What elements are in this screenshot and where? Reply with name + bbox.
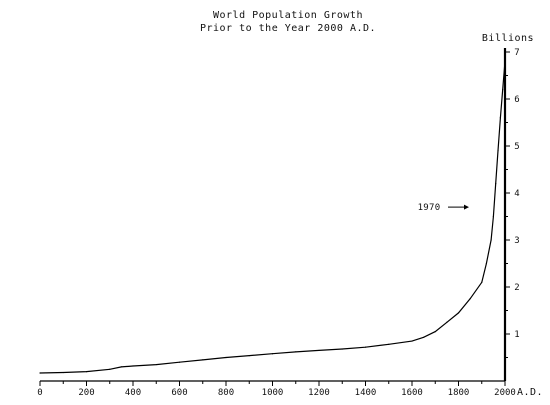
y-tick-label: 5 — [514, 142, 519, 152]
annotation-label: 1970 — [418, 203, 441, 213]
data-point — [295, 351, 297, 353]
data-point — [469, 298, 471, 300]
y-tick-label: 6 — [514, 95, 519, 105]
series-layer — [39, 60, 506, 374]
y-tick-label: 7 — [514, 48, 519, 58]
data-point — [109, 368, 111, 370]
data-point — [364, 346, 367, 348]
data-point — [62, 371, 64, 374]
data-point — [388, 343, 390, 345]
data-point — [132, 365, 134, 367]
annotation-arrow-head — [464, 204, 469, 210]
y-tick-label: 4 — [514, 189, 519, 199]
data-point — [497, 150, 499, 152]
data-point — [318, 349, 320, 352]
data-point — [39, 372, 41, 374]
x-tick-label: 1000 — [262, 388, 284, 398]
y-tick-label: 2 — [514, 283, 519, 293]
data-point — [411, 340, 413, 342]
data-point — [446, 321, 448, 323]
x-tick-label: 200 — [78, 388, 94, 398]
data-point — [178, 361, 181, 363]
data-point — [225, 356, 227, 359]
tick-marks — [39, 51, 510, 386]
x-tick-label: 1400 — [355, 388, 377, 398]
y-tick-label: 3 — [514, 236, 519, 246]
data-point — [457, 312, 460, 314]
data-point — [271, 353, 274, 355]
x-tick-label: 1600 — [401, 388, 423, 398]
data-point — [120, 366, 122, 368]
x-tick-label: 1800 — [448, 388, 470, 398]
chart-subtitle: Prior to the Year 2000 A.D. — [200, 23, 376, 34]
data-point — [485, 262, 487, 265]
data-point — [495, 183, 497, 185]
data-point — [504, 60, 506, 63]
x-tick-label: 600 — [171, 388, 187, 398]
data-point — [492, 215, 494, 218]
data-point — [155, 363, 157, 366]
x-tick-label: 1200 — [308, 388, 330, 398]
data-point — [490, 239, 492, 241]
chart-title: World Population Growth — [213, 10, 363, 21]
data-point — [341, 348, 343, 350]
data-point — [248, 355, 250, 357]
x-axis-label: A.D. — [517, 387, 543, 398]
x-tick-label: 400 — [125, 388, 141, 398]
y-tick-label: 1 — [514, 330, 519, 340]
x-tick-label: 800 — [218, 388, 234, 398]
data-point — [434, 331, 436, 333]
x-tick-label: 0 — [37, 388, 42, 398]
data-point — [85, 371, 88, 373]
population-series-line — [39, 61, 506, 374]
data-point — [502, 89, 504, 91]
tick-labels: 0 200 400 600 800 1000 1200 1400 1600 1800 2000 1 2 3… — [37, 48, 519, 398]
data-point — [202, 359, 204, 361]
data-point — [499, 117, 501, 119]
data-point — [423, 336, 425, 338]
annotation-group: 1970 — [418, 203, 469, 213]
data-point — [481, 281, 483, 283]
x-tick-label: 2000 — [494, 388, 516, 398]
y-axis-label: Billions — [482, 33, 534, 44]
